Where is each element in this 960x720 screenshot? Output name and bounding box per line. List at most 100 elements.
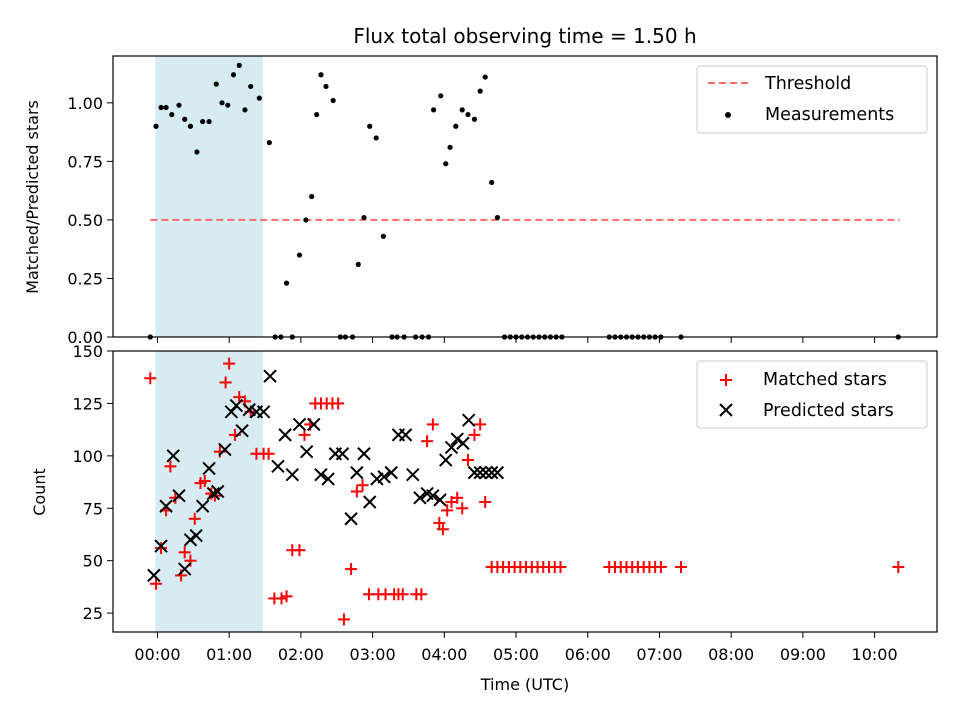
predicted-star-point xyxy=(314,468,328,482)
y-tick-label: 0.25 xyxy=(67,269,103,288)
matched-star-point xyxy=(654,560,667,573)
matched-star-point xyxy=(441,504,454,517)
y-tick-label: 75 xyxy=(83,499,103,518)
measurement-point xyxy=(430,107,437,113)
measurement-point xyxy=(361,214,367,221)
predicted-star-point xyxy=(202,461,216,476)
matched-star-point xyxy=(155,542,168,555)
predicted-star-point xyxy=(363,495,377,509)
measurement-point xyxy=(471,116,478,122)
predicted-star-point xyxy=(344,512,358,526)
measurement-point xyxy=(163,104,169,111)
predicted-star-point xyxy=(461,413,476,427)
predicted-star-point xyxy=(479,465,493,480)
y-tick-label: 50 xyxy=(83,552,103,571)
matched-star-point xyxy=(337,613,350,626)
measurement-point xyxy=(230,72,237,78)
measurement-point xyxy=(309,193,315,200)
predicted-star-point xyxy=(218,442,232,457)
measurement-point xyxy=(459,107,465,113)
predicted-star-point xyxy=(467,465,482,480)
measurement-point xyxy=(438,93,444,99)
bottom-plot-frame xyxy=(112,350,938,633)
top-legend: Threshold Measurements xyxy=(696,65,928,134)
x-tick-label: 04:00 xyxy=(421,645,467,664)
predicted-star-point xyxy=(377,470,391,484)
x-tick-label: 01:00 xyxy=(206,645,252,664)
matched-star-point xyxy=(479,495,492,508)
measurement-point xyxy=(266,140,272,146)
measurement-point xyxy=(303,217,309,223)
predicted-star-point xyxy=(263,369,277,383)
predicted-star-point xyxy=(154,539,168,553)
matched-star-point xyxy=(144,372,157,385)
predicted-star-point xyxy=(444,440,459,455)
measurement-point xyxy=(453,123,459,129)
predicted-star-point xyxy=(433,493,447,507)
matched-star-point xyxy=(293,544,306,557)
bottom-plot: 25 50 75 100 125 150 00:00 01:00 02:00 03:00 04:0… xyxy=(30,342,938,694)
predicted-star-point xyxy=(229,398,244,413)
matched-star-point xyxy=(223,357,236,370)
predicted-star-point xyxy=(210,484,225,499)
predicted-star-point xyxy=(439,453,453,467)
x-tick-label: 05:00 xyxy=(493,645,539,664)
predicted-star-point xyxy=(147,568,161,583)
matched-star-point xyxy=(436,523,449,536)
predicted-star-point xyxy=(189,528,203,543)
matched-star-point xyxy=(356,479,369,492)
legend-predicted-label: Predicted stars xyxy=(763,401,894,421)
predicted-star-point xyxy=(285,468,299,482)
legend-matched-label: Matched stars xyxy=(763,370,887,390)
matched-star-point xyxy=(426,418,439,431)
matched-star-point xyxy=(262,447,275,460)
measurement-point xyxy=(187,123,194,129)
measurement-point xyxy=(482,74,488,80)
measurement-point xyxy=(236,62,242,68)
matched-star-point xyxy=(332,397,345,410)
matched-star-point xyxy=(198,475,211,488)
measurement-point xyxy=(225,102,231,108)
matched-star-point xyxy=(421,435,434,448)
legend-predicted-swatch xyxy=(719,403,733,417)
measurement-point xyxy=(447,144,453,150)
matched-star-point xyxy=(415,588,428,601)
matched-star-point xyxy=(433,516,446,529)
predicted-star-point xyxy=(350,465,364,480)
measurement-point xyxy=(219,100,225,106)
chart-title: Flux total observing time = 1.50 h xyxy=(353,24,696,48)
predicted-star-point xyxy=(206,486,221,501)
measurement-point xyxy=(380,233,386,239)
y-tick-label: 150 xyxy=(72,342,103,361)
measurement-point xyxy=(213,81,219,87)
predicted-star-point xyxy=(271,459,285,474)
matched-star-point xyxy=(451,491,464,504)
predicted-star-point xyxy=(195,499,210,513)
x-axis-label: Time (UTC) xyxy=(480,675,569,694)
legend-measurements-label: Measurements xyxy=(765,105,894,125)
matched-star-point xyxy=(892,560,905,573)
matched-star-point xyxy=(345,563,358,576)
legend-measurements-swatch xyxy=(725,112,731,118)
predicted-star-point xyxy=(307,417,321,432)
y-tick-label: 125 xyxy=(72,394,103,413)
y-tick-label: 0.50 xyxy=(67,211,103,230)
measurement-point xyxy=(367,123,373,129)
matched-star-point xyxy=(219,376,232,389)
measurement-point xyxy=(355,261,361,268)
bottom-legend-box xyxy=(696,360,928,429)
y-tick-label: 100 xyxy=(72,447,103,466)
measurement-point xyxy=(318,72,324,78)
predicted-star-point xyxy=(413,491,427,505)
top-y-axis-label: Matched/Predicted stars xyxy=(23,100,42,294)
x-tick-label: 00:00 xyxy=(134,645,180,664)
predicted-star-point xyxy=(235,423,249,438)
matched-star-point xyxy=(178,546,191,559)
measurement-point xyxy=(176,102,182,108)
predicted-star-point xyxy=(172,488,186,503)
predicted-star-point xyxy=(321,472,335,486)
measurement-point xyxy=(465,111,471,118)
measurement-point xyxy=(489,179,495,186)
matched-star-point xyxy=(468,428,481,441)
